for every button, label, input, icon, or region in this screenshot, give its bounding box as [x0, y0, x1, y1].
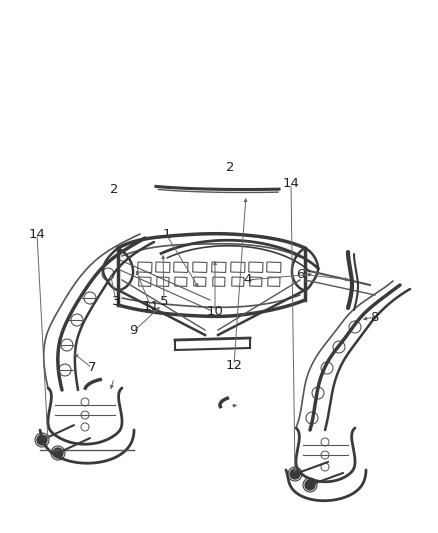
Circle shape	[305, 480, 315, 490]
Circle shape	[37, 435, 47, 445]
Text: 9: 9	[129, 324, 138, 337]
Text: 2: 2	[226, 161, 234, 174]
Text: 5: 5	[160, 295, 169, 308]
Bar	[194, 277, 206, 286]
Text: 2: 2	[110, 183, 118, 196]
Bar	[213, 277, 225, 286]
Text: 12: 12	[226, 359, 243, 372]
Bar	[157, 277, 169, 286]
Bar	[155, 262, 170, 272]
Bar	[267, 262, 281, 272]
Bar	[232, 277, 244, 286]
Text: 11: 11	[143, 300, 159, 313]
Text: 1: 1	[162, 228, 171, 241]
Circle shape	[290, 469, 300, 479]
Bar	[212, 262, 226, 272]
Bar	[138, 262, 152, 272]
Text: 8: 8	[370, 311, 379, 324]
Text: 7: 7	[88, 361, 96, 374]
Bar	[173, 262, 188, 272]
Bar	[249, 262, 263, 272]
Text: 4: 4	[243, 273, 252, 286]
Bar	[250, 277, 262, 286]
Bar	[175, 277, 187, 286]
Text: 3: 3	[112, 295, 120, 308]
Text: 14: 14	[283, 177, 300, 190]
Bar	[231, 262, 245, 272]
Text: 14: 14	[29, 228, 46, 241]
Circle shape	[53, 448, 63, 458]
Bar	[268, 277, 280, 286]
Text: 10: 10	[206, 305, 223, 318]
Bar	[139, 277, 151, 286]
Text: 6: 6	[296, 268, 304, 281]
Bar	[193, 262, 207, 272]
